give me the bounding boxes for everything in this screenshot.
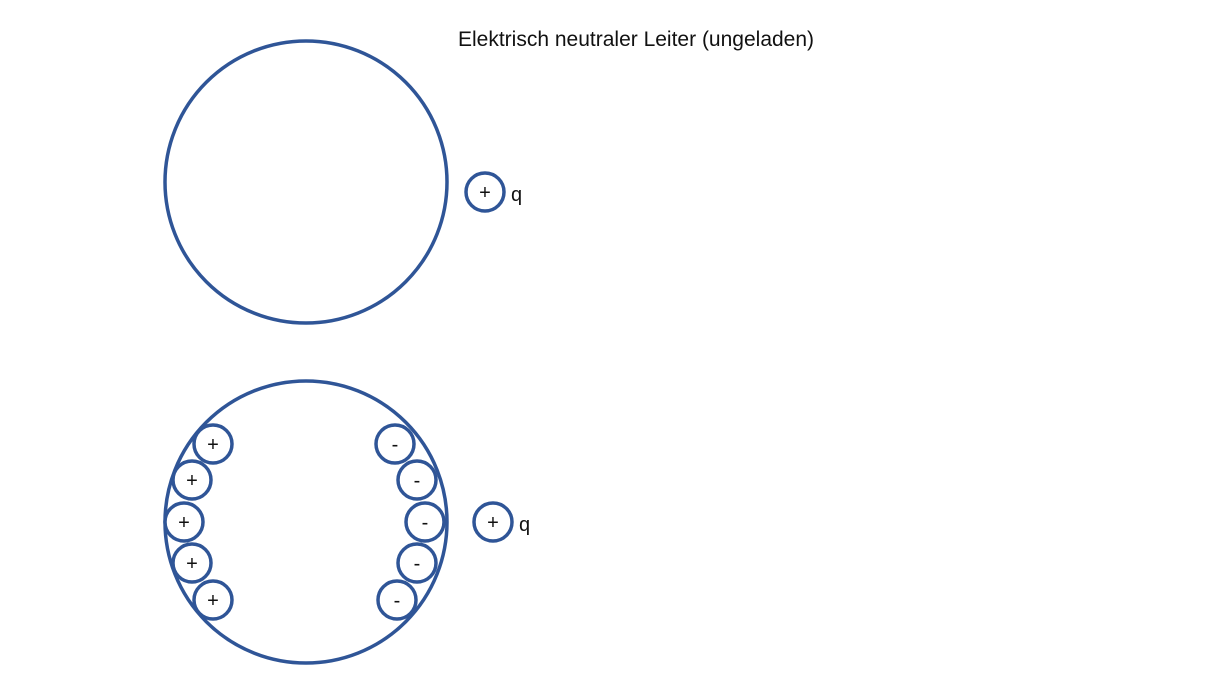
induced-charge-negative-circle: [396, 459, 438, 501]
induced-charge-positive: +: [186, 553, 198, 575]
test-charge-bottom-symbol: +: [487, 512, 499, 534]
induced-charge-negative: -: [414, 553, 421, 575]
induced-charge-negative-circle: [404, 501, 446, 543]
test-charge-top-circle: [464, 171, 506, 213]
induced-charge-negative: -: [392, 434, 399, 456]
induced-charge-positive: +: [207, 434, 219, 456]
induced-charge-positive-circle: [163, 501, 205, 543]
induced-charge-positive-circle: [171, 542, 213, 584]
test-charge-bottom-circle: [472, 501, 514, 543]
induced-charge-positive: +: [207, 590, 219, 612]
induced-charge-negative-circle: [374, 423, 416, 465]
induced-charge-positive-circle: [171, 459, 213, 501]
induced-charge-positive-circle: [192, 579, 234, 621]
induced-negative-charges: - - - - -: [374, 423, 446, 621]
induced-positive-charges: + + + + +: [163, 423, 234, 621]
test-charge-bottom-label: q: [519, 514, 530, 536]
induced-charge-negative: -: [414, 470, 421, 492]
induced-charge-negative: -: [394, 590, 401, 612]
induced-charge-negative: -: [422, 512, 429, 534]
induced-charge-positive: +: [186, 470, 198, 492]
induced-charge-negative-circle: [376, 579, 418, 621]
diagram-title: Elektrisch neutraler Leiter (ungeladen): [458, 28, 815, 51]
induced-charge-positive-circle: [192, 423, 234, 465]
test-charge-top-symbol: +: [479, 182, 491, 204]
test-charge-bottom: + q: [472, 501, 530, 543]
induced-charge-positive: +: [178, 512, 190, 534]
test-charge-top-label: q: [511, 184, 522, 206]
induced-charge-negative-circle: [396, 542, 438, 584]
test-charge-top: + q: [464, 171, 522, 213]
neutral-conductor-top: [163, 39, 449, 325]
